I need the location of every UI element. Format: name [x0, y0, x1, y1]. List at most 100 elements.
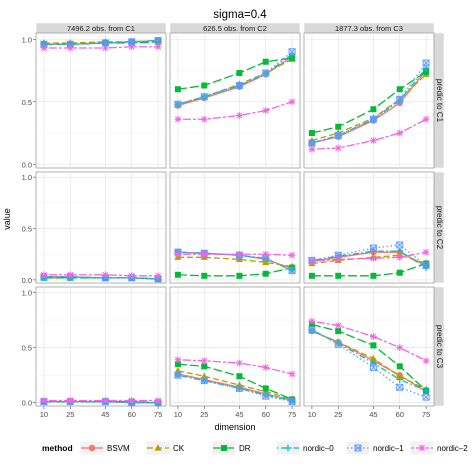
y-tick-label: 0.5 [22, 98, 32, 107]
panel-background [35, 32, 167, 169]
data-point-nordic–2 [154, 272, 162, 280]
data-point-nordic–1 [288, 398, 296, 406]
data-point-nordic–1 [422, 59, 430, 67]
data-point-nordic–2 [101, 397, 109, 404]
y-tick-label: 1.0 [22, 35, 32, 44]
data-point-nordic–2 [396, 344, 404, 352]
data-point-nordic–2 [128, 397, 136, 404]
panel-r2-c2 [169, 171, 301, 284]
legend-title: method [42, 443, 73, 453]
data-point-nordic–1 [396, 95, 404, 103]
data-point-nordic–2 [101, 44, 109, 52]
data-point-CK [262, 258, 270, 266]
series-line-nordic–2 [311, 320, 427, 362]
data-point-nordic–1 [262, 392, 270, 400]
data-point-nordic–1 [369, 363, 377, 371]
x-tick-label: 75 [422, 410, 430, 419]
data-point-DR [335, 123, 342, 130]
data-point-DR [201, 363, 208, 370]
data-point-nordic–1 [235, 384, 243, 392]
data-point-nordic–2 [66, 397, 74, 404]
panel-r3-c2 [169, 286, 301, 407]
data-point-DR [262, 385, 269, 392]
data-point-nordic–2 [40, 44, 48, 52]
data-point-nordic–1 [334, 340, 342, 348]
data-point-nordic–1 [369, 115, 377, 123]
data-point-DR [396, 86, 403, 93]
data-point-nordic–2 [308, 317, 316, 325]
legend-key-marker-nordic–0 [284, 444, 292, 452]
data-point-nordic–1 [288, 48, 296, 56]
data-point-nordic–1 [200, 93, 208, 101]
series-line-nordic–1 [311, 244, 427, 267]
data-point-DR [370, 106, 377, 113]
data-point-nordic–2 [40, 271, 48, 279]
facet-column-label: 626.5 obs. from C2 [203, 24, 267, 33]
data-point-DR [308, 272, 315, 279]
data-point-nordic–2 [174, 250, 182, 258]
data-point-nordic–2 [101, 271, 109, 279]
x-tick-label: 75 [288, 410, 296, 419]
data-point-nordic–2 [334, 144, 342, 152]
data-point-nordic–2 [288, 251, 296, 259]
data-point-nordic–0 [369, 359, 377, 367]
data-point-nordic–2 [422, 357, 430, 365]
data-point-nordic–2 [369, 137, 377, 144]
y-tick-label: 0.5 [22, 225, 32, 234]
data-point-nordic–2 [174, 115, 182, 123]
data-point-DR [262, 270, 269, 277]
data-point-nordic–1 [396, 383, 404, 391]
series-line-nordic–0 [311, 67, 427, 144]
data-point-nordic–2 [235, 250, 243, 258]
data-point-nordic–2 [200, 357, 208, 365]
data-point-nordic–2 [422, 248, 430, 256]
data-point-nordic–2 [334, 255, 342, 263]
series-line-nordic–0 [177, 53, 293, 105]
legend-label: nordic–2 [437, 444, 468, 453]
panel-r1-c3 [303, 32, 435, 169]
data-point-nordic–1 [128, 38, 136, 46]
data-point-nordic–2 [262, 250, 270, 258]
data-point-DR [423, 260, 430, 267]
x-tick-label: 60 [262, 410, 270, 419]
legend-label: nordic–1 [373, 444, 404, 453]
x-tick-label: 25 [334, 410, 342, 419]
y-tick-label: 1.0 [22, 289, 32, 298]
data-point-CK [235, 255, 243, 262]
data-point-DR [423, 68, 430, 75]
panel-background [35, 171, 167, 284]
data-point-nordic–2 [200, 115, 208, 123]
data-point-nordic–1 [101, 39, 109, 47]
data-point-nordic–1 [262, 69, 270, 77]
panel-r2-c3 [303, 171, 435, 284]
x-tick-label: 45 [235, 410, 243, 419]
data-point-nordic–2 [154, 397, 162, 404]
data-point-nordic–2 [66, 44, 74, 52]
data-point-nordic–1 [422, 393, 430, 401]
data-point-DR [201, 82, 208, 89]
data-point-nordic–2 [308, 145, 316, 153]
data-point-nordic–2 [66, 271, 74, 279]
legend-label: nordic–0 [303, 444, 334, 453]
data-point-DR [174, 86, 181, 93]
facet-column-label: 1877.3 obs. from C3 [335, 24, 403, 33]
legend-key-marker-nordic–1 [354, 444, 362, 452]
y-axis-label: value [2, 208, 12, 230]
panel-r1-c2 [169, 32, 301, 169]
legend: method BSVM CK DR nordic–0 nordic–1 nordic–2 [42, 440, 468, 456]
legend-key-marker-nordic–2 [418, 444, 426, 452]
legend-label: BSVM [107, 444, 130, 453]
x-tick-label: 60 [396, 410, 404, 419]
x-tick-label: 45 [101, 410, 109, 419]
legend-label: CK [173, 444, 185, 453]
panel-background [169, 286, 301, 407]
facet-row-label: predic to C2 [435, 206, 444, 250]
facet-column-label: 7496.2 obs. from C1 [67, 24, 135, 33]
facet-row-label: predic to C1 [435, 79, 444, 123]
data-point-DR [335, 328, 342, 335]
data-point-nordic–2 [396, 129, 404, 137]
legend-key-marker-CK [154, 444, 162, 451]
data-point-nordic–1 [308, 139, 316, 147]
data-point-nordic–1 [174, 100, 182, 108]
